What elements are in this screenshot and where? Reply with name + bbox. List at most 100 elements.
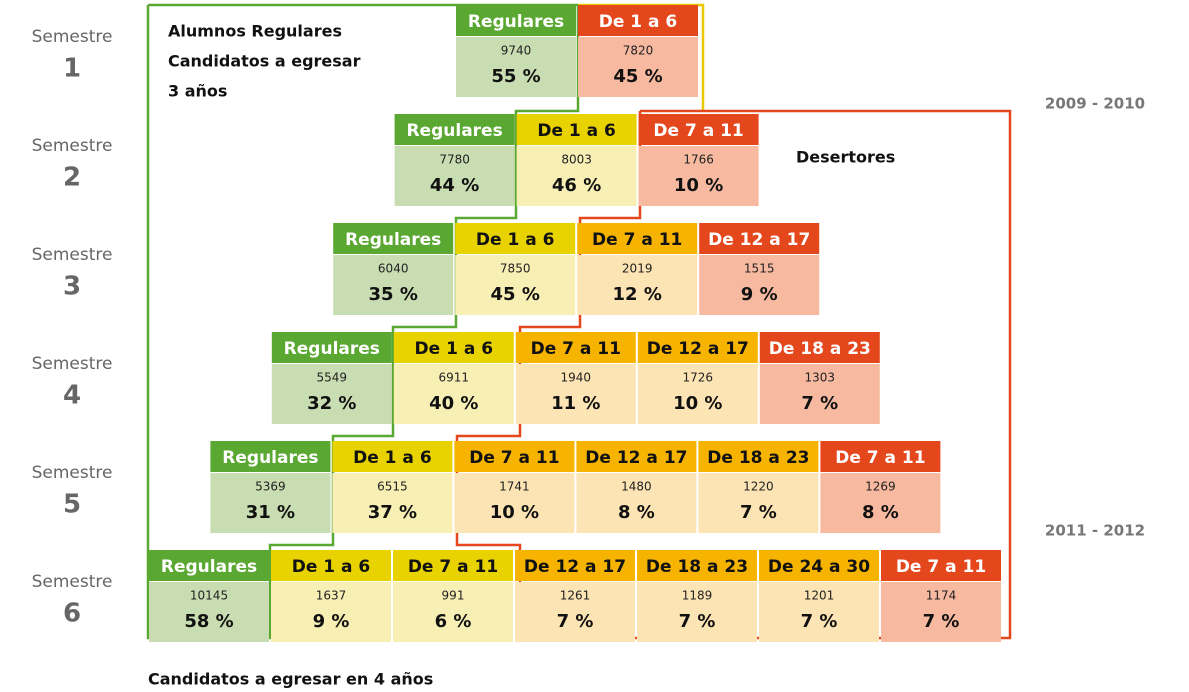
cell-body-bg bbox=[881, 582, 1001, 642]
cell-header-bg bbox=[820, 441, 941, 472]
cell-header: De 1 a 6 bbox=[599, 12, 678, 32]
cell-count: 6040 bbox=[378, 262, 409, 276]
cell-body-bg bbox=[759, 364, 880, 424]
cell-header-bg bbox=[576, 441, 697, 472]
cell-percent: 8 % bbox=[862, 502, 899, 523]
cell-header-bg bbox=[699, 223, 820, 254]
semester-number: 5 bbox=[63, 490, 81, 520]
cell-body-bg bbox=[637, 582, 757, 642]
semester-label: Semestre bbox=[32, 463, 113, 483]
cell-count: 1741 bbox=[499, 480, 530, 494]
cell-percent: 9 % bbox=[741, 284, 778, 305]
semester-label: Semestre bbox=[32, 27, 113, 47]
cell-header-bg bbox=[393, 332, 514, 363]
cell-count: 7780 bbox=[439, 153, 470, 167]
cell-body-bg bbox=[578, 37, 698, 97]
semester-number: 1 bbox=[63, 54, 81, 84]
cell-body-bg bbox=[638, 146, 759, 206]
cell-count: 1189 bbox=[682, 589, 713, 603]
cell-percent: 7 % bbox=[740, 502, 777, 523]
cell-header: De 7 a 11 bbox=[469, 448, 559, 468]
cell-percent: 45 % bbox=[491, 284, 540, 305]
cell-percent: 7 % bbox=[557, 611, 594, 632]
cell-count: 1269 bbox=[865, 480, 896, 494]
cell-body-bg bbox=[271, 364, 392, 424]
cell-body-bg bbox=[576, 473, 697, 533]
cell-header: De 12 a 17 bbox=[647, 339, 749, 359]
cell-header: De 7 a 11 bbox=[835, 448, 925, 468]
cell-count: 1201 bbox=[804, 589, 835, 603]
cell-header: Regulares bbox=[284, 339, 380, 359]
cell-header-bg bbox=[394, 114, 515, 145]
cell-header: De 12 a 17 bbox=[524, 557, 626, 577]
cell-body-bg bbox=[454, 473, 575, 533]
title-line: Alumnos Regulares bbox=[168, 22, 342, 41]
cell-header-bg bbox=[515, 550, 635, 581]
semester-label: Semestre bbox=[32, 136, 113, 156]
cell-header: De 1 a 6 bbox=[415, 339, 494, 359]
title-line: 3 años bbox=[168, 82, 227, 101]
cell-header: De 12 a 17 bbox=[585, 448, 687, 468]
cell-count: 6515 bbox=[377, 480, 408, 494]
semester-label: Semestre bbox=[32, 354, 113, 374]
cell-header: De 1 a 6 bbox=[476, 230, 555, 250]
cell-percent: 45 % bbox=[613, 66, 662, 87]
cell-header-bg bbox=[333, 223, 454, 254]
cell-header-bg bbox=[271, 332, 392, 363]
cell-percent: 44 % bbox=[430, 175, 479, 196]
cell-count: 9740 bbox=[501, 44, 532, 58]
cell-header: Regulares bbox=[468, 12, 564, 32]
cell-header: De 18 a 23 bbox=[707, 448, 809, 468]
cell-header: De 18 a 23 bbox=[646, 557, 748, 577]
cell-percent: 35 % bbox=[369, 284, 418, 305]
cell-count: 1766 bbox=[683, 153, 714, 167]
cell-header-bg bbox=[637, 550, 757, 581]
cell-percent: 31 % bbox=[246, 502, 295, 523]
cell-header: De 7 a 11 bbox=[653, 121, 743, 141]
cell-header-bg bbox=[516, 114, 637, 145]
cell-count: 7820 bbox=[623, 44, 654, 58]
cell-header-bg bbox=[577, 223, 698, 254]
semester-label: Semestre bbox=[32, 245, 113, 265]
cell-body-bg bbox=[577, 255, 698, 315]
cell-body-bg bbox=[271, 582, 391, 642]
cell-count: 1515 bbox=[744, 262, 775, 276]
cell-count: 7850 bbox=[500, 262, 531, 276]
cell-percent: 32 % bbox=[307, 393, 356, 414]
cell-header-bg bbox=[578, 5, 698, 36]
cell-header-bg bbox=[515, 332, 636, 363]
cell-header-bg bbox=[393, 550, 513, 581]
cell-header: Regulares bbox=[345, 230, 441, 250]
cell-percent: 7 % bbox=[801, 611, 838, 632]
cell-body-bg bbox=[515, 582, 635, 642]
cell-percent: 55 % bbox=[491, 66, 540, 87]
cell-header: De 24 a 30 bbox=[768, 557, 870, 577]
cell-header: Regulares bbox=[222, 448, 318, 468]
cell-percent: 7 % bbox=[679, 611, 716, 632]
cell-header-bg bbox=[881, 550, 1001, 581]
cell-percent: 8 % bbox=[618, 502, 655, 523]
cell-header-bg bbox=[454, 441, 575, 472]
cell-header: De 1 a 6 bbox=[537, 121, 616, 141]
cell-body-bg bbox=[210, 473, 331, 533]
cell-header-bg bbox=[698, 441, 819, 472]
cell-header: Regulares bbox=[406, 121, 502, 141]
footer-label: Candidatos a egresar en 4 años bbox=[148, 670, 433, 689]
cell-header-bg bbox=[638, 114, 759, 145]
period-label: 2009 - 2010 bbox=[1045, 95, 1145, 113]
cell-body-bg bbox=[516, 146, 637, 206]
cell-count: 1480 bbox=[621, 480, 652, 494]
cell-count: 1303 bbox=[805, 371, 836, 385]
cell-count: 1261 bbox=[560, 589, 591, 603]
cell-header-bg bbox=[271, 550, 391, 581]
desertores-outline bbox=[455, 109, 1012, 640]
cell-body-bg bbox=[637, 364, 758, 424]
cell-header: De 1 a 6 bbox=[353, 448, 432, 468]
semester-label: Semestre bbox=[32, 572, 113, 592]
cell-body-bg bbox=[455, 255, 576, 315]
cell-header-bg bbox=[456, 5, 576, 36]
cell-count: 5369 bbox=[255, 480, 286, 494]
cell-header: De 12 a 17 bbox=[708, 230, 810, 250]
cell-header: De 18 a 23 bbox=[769, 339, 871, 359]
